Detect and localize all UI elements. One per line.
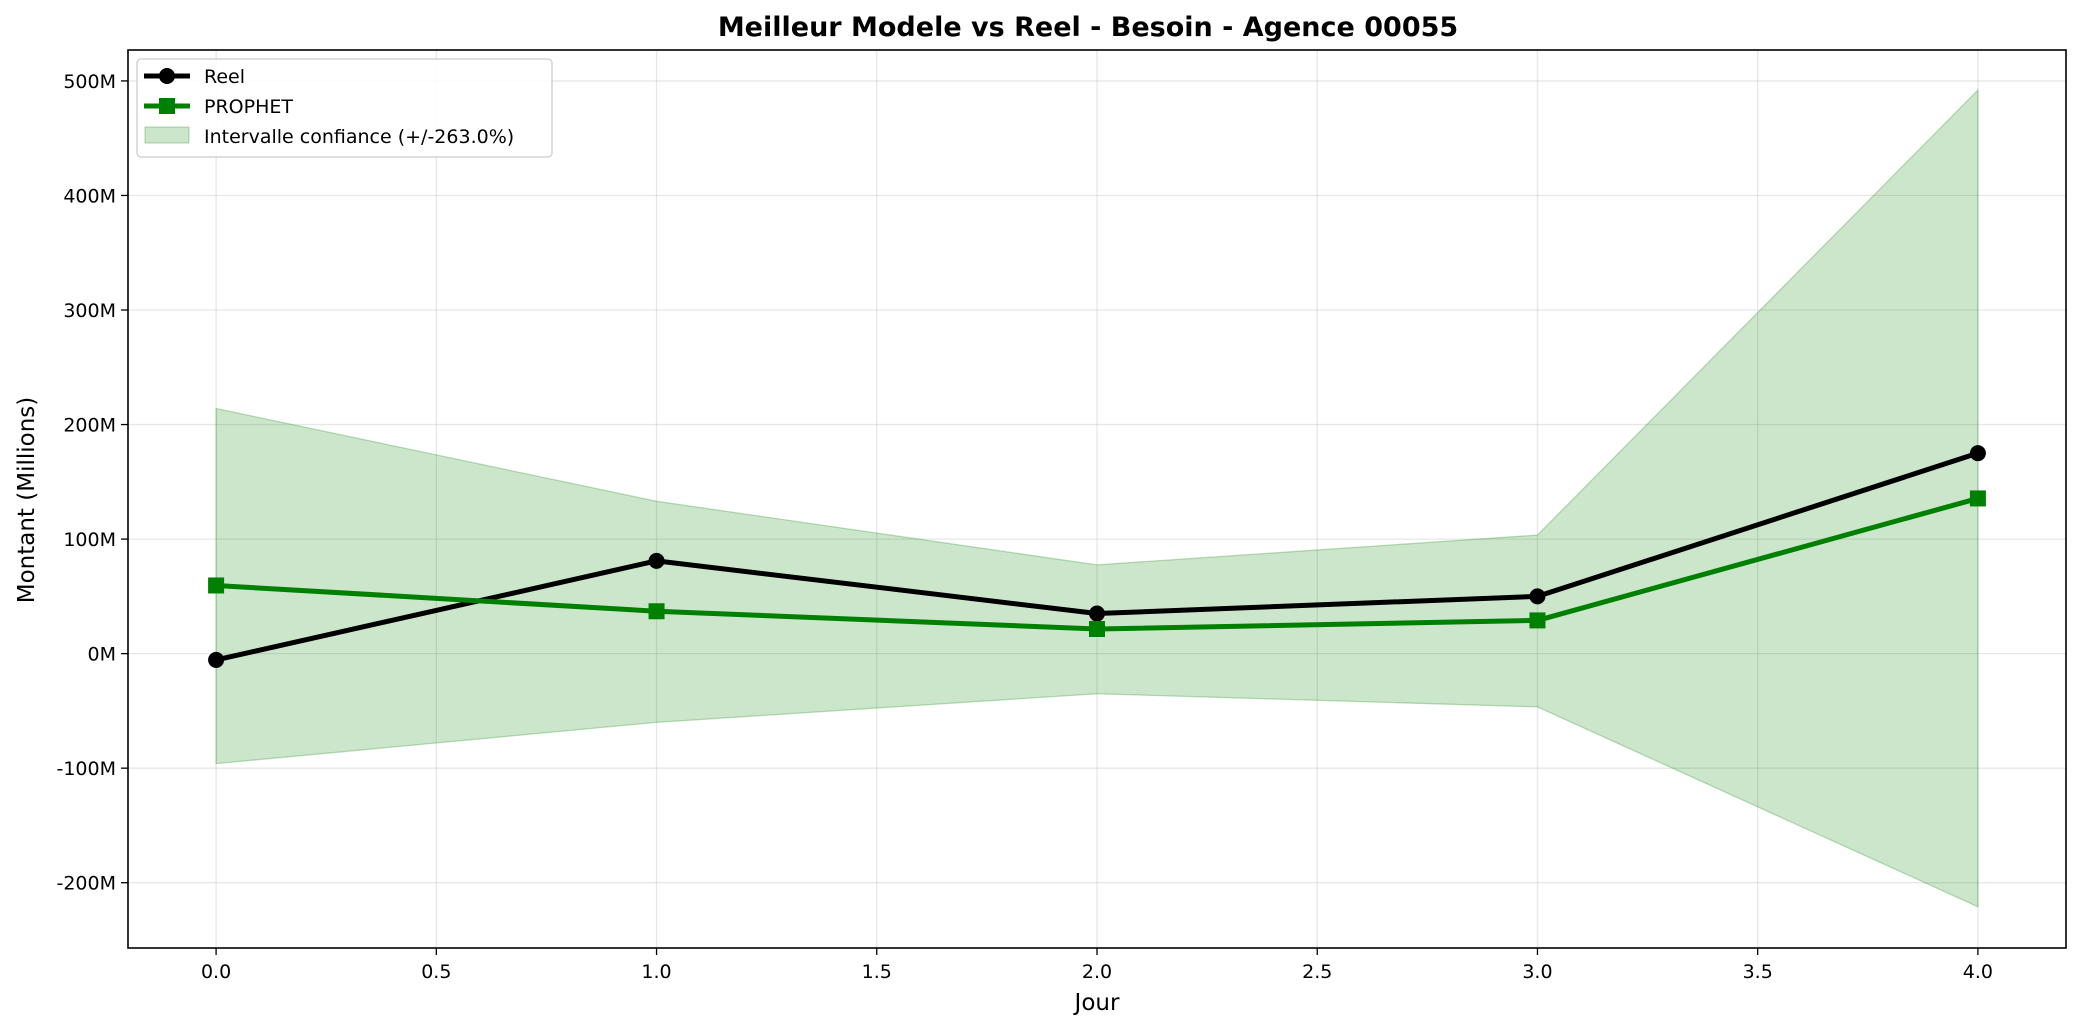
legend-label-confidence-band: Intervalle confiance (+/-263.0%) (204, 126, 514, 148)
legend-swatch-reel-marker (159, 68, 175, 84)
x-axis-label: Jour (1073, 990, 1120, 1016)
series-layer (208, 445, 1986, 668)
x-tick-label: 0.0 (201, 961, 231, 983)
data-point-prophet (1969, 490, 1986, 507)
y-tick-label: -200M (56, 873, 116, 895)
y-tick-label: 100M (63, 529, 116, 551)
y-axis-label: Montant (Millions) (14, 397, 40, 604)
data-point-reel (1089, 605, 1105, 622)
x-tick-label: 2.0 (1082, 961, 1112, 983)
y-tick-label: 500M (63, 71, 116, 93)
y-tick-label: 300M (63, 300, 116, 322)
legend-swatch-confidence-band (144, 126, 190, 144)
x-tick-label: 4.0 (1963, 961, 1993, 983)
legend-item-confidence-band: Intervalle confiance (+/-263.0%) (144, 126, 514, 148)
x-tick-label: 2.5 (1302, 961, 1332, 983)
legend-box (136, 58, 553, 158)
y-tick-label: 200M (63, 415, 116, 437)
data-point-prophet (1089, 621, 1105, 638)
legend: Reel PROPHET Intervalle confiance (+/-26… (136, 58, 553, 158)
data-point-prophet (1529, 612, 1546, 629)
y-tick-label: 400M (63, 185, 116, 207)
y-axis-ticks: -200M -100M 0M 100M 200M 300M 400M 500M (56, 71, 128, 895)
x-tick-label: 3.0 (1522, 961, 1552, 983)
confidence-band (215, 88, 1979, 908)
confidence-band-layer (215, 88, 1979, 908)
y-tick-label: -100M (56, 758, 116, 780)
data-point-prophet (208, 577, 225, 594)
legend-swatch-prophet-marker (159, 98, 175, 114)
x-tick-label: 1.0 (641, 961, 671, 983)
x-axis-ticks: 0.0 0.5 1.0 1.5 2.0 2.5 3.0 3.5 4.0 (201, 948, 1993, 983)
data-point-reel (1969, 445, 1986, 462)
x-tick-label: 0.5 (421, 961, 451, 983)
data-point-reel (648, 552, 665, 569)
grid (128, 50, 2066, 948)
data-point-reel (208, 651, 225, 668)
legend-item-reel: Reel (144, 66, 245, 88)
y-tick-label: 0M (88, 644, 116, 666)
plot-area (127, 49, 2067, 949)
legend-label-prophet: PROPHET (204, 96, 293, 118)
x-tick-label: 1.5 (862, 961, 892, 983)
chart-title: Meilleur Modele vs Reel - Besoin - Agenc… (718, 12, 1458, 43)
legend-item-prophet: PROPHET (144, 96, 293, 118)
data-point-reel (1529, 588, 1546, 605)
legend-label-reel: Reel (204, 66, 245, 88)
data-point-prophet (648, 603, 665, 620)
plot-background (128, 50, 2066, 948)
x-tick-label: 3.5 (1743, 961, 1773, 983)
